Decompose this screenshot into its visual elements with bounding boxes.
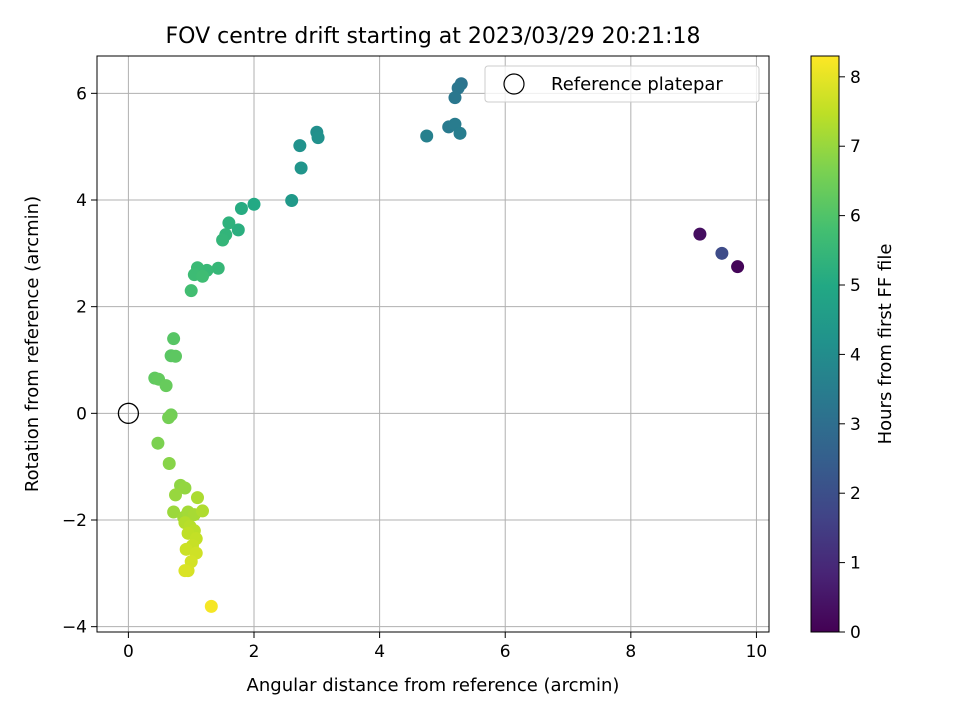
- y-axis-ticks: −4 −2 0 2 4 6: [62, 84, 97, 638]
- y-tick-label: −2: [62, 511, 87, 531]
- data-point: [190, 491, 204, 505]
- colorbar-ticks: 0 1 2 3 4 5 6 7 8: [839, 68, 861, 643]
- axes-frame: [96, 55, 770, 633]
- x-axis-label: Angular distance from reference (arcmin): [247, 675, 620, 696]
- y-tick-label: 0: [76, 404, 87, 424]
- y-tick-label: 2: [76, 298, 87, 318]
- data-point: [285, 194, 299, 208]
- reference-marker: [117, 402, 140, 424]
- data-point: [715, 246, 729, 260]
- data-point: [234, 202, 248, 216]
- colorbar: 0 1 2 3 4 5 6 7 8 Hours from first FF file: [810, 55, 896, 643]
- data-point: [167, 505, 181, 519]
- data-point: [231, 223, 245, 237]
- data-point: [453, 126, 467, 140]
- data-point: [731, 260, 745, 274]
- y-tick-label: 6: [76, 84, 87, 104]
- chart-title: FOV centre drift starting at 2023/03/29 …: [166, 24, 701, 49]
- data-point: [293, 139, 307, 153]
- colorbar-gradient: [810, 55, 840, 633]
- y-axis-label: Rotation from reference (arcmin): [22, 196, 43, 492]
- data-point: [222, 216, 236, 230]
- x-tick-label: 6: [500, 642, 511, 662]
- data-points: [148, 77, 745, 613]
- colorbar-tick-label: 6: [850, 207, 861, 227]
- x-tick-label: 10: [746, 642, 768, 662]
- colorbar-tick-label: 5: [850, 276, 861, 296]
- colorbar-tick-label: 2: [850, 484, 861, 504]
- data-point: [184, 284, 198, 298]
- colorbar-label: Hours from first FF file: [875, 244, 896, 445]
- data-point: [179, 542, 193, 556]
- data-point: [178, 564, 192, 578]
- y-tick-label: −4: [62, 618, 87, 638]
- grid: [97, 56, 769, 632]
- data-point: [211, 261, 225, 275]
- x-axis-ticks: 0 2 4 6 8 10: [123, 632, 767, 662]
- x-tick-label: 8: [625, 642, 636, 662]
- legend-box: [484, 65, 760, 103]
- y-tick-label: 4: [76, 191, 87, 211]
- data-point: [247, 197, 261, 211]
- x-tick-label: 2: [249, 642, 260, 662]
- data-point: [162, 456, 176, 470]
- data-point: [159, 379, 173, 393]
- data-point: [693, 227, 707, 241]
- colorbar-tick-label: 0: [850, 623, 861, 643]
- data-point: [216, 233, 230, 247]
- data-point: [169, 488, 183, 502]
- colorbar-tick-label: 1: [850, 554, 861, 574]
- colorbar-tick-label: 4: [850, 345, 861, 365]
- x-tick-label: 4: [374, 642, 385, 662]
- data-point: [178, 481, 192, 495]
- data-point: [204, 599, 218, 613]
- legend: Reference platepar: [484, 65, 760, 103]
- data-point: [169, 349, 183, 363]
- data-point: [196, 504, 210, 518]
- data-point: [151, 436, 165, 450]
- reference-point: [117, 402, 140, 424]
- data-point: [196, 269, 210, 283]
- legend-marker-reference: [503, 73, 525, 95]
- data-point: [162, 411, 176, 425]
- colorbar-tick-label: 7: [850, 137, 861, 157]
- data-point: [167, 332, 181, 346]
- legend-label-reference: Reference platepar: [551, 74, 723, 95]
- data-point: [420, 129, 434, 143]
- data-point: [294, 161, 308, 175]
- colorbar-tick-label: 3: [850, 415, 861, 435]
- data-point: [311, 131, 325, 145]
- x-tick-label: 0: [123, 642, 134, 662]
- data-point: [448, 91, 462, 105]
- colorbar-tick-label: 8: [850, 68, 861, 88]
